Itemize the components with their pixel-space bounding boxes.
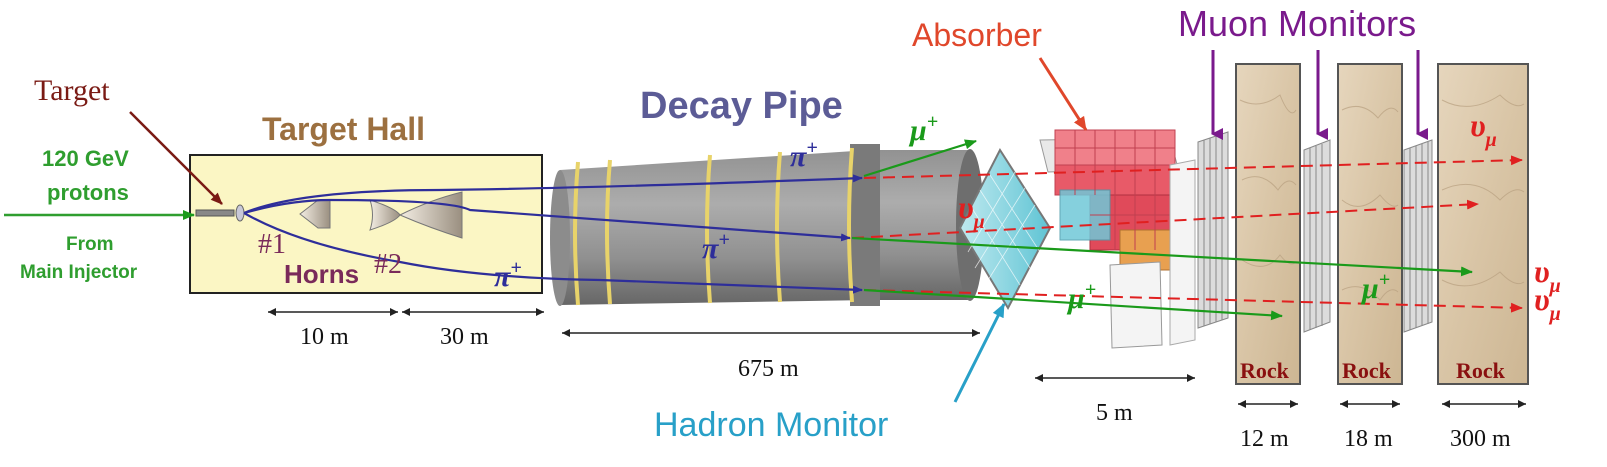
dim-5m-label: 5 m [1096, 400, 1133, 426]
svg-text:π+: π+ [494, 257, 522, 293]
main-injector-label: Main Injector [20, 262, 138, 283]
muon-label-1: μ+ [908, 111, 938, 147]
target-hall-label: Target Hall [262, 111, 425, 147]
absorber-block [1039, 129, 1196, 349]
neutrino-label-2: υμ [1470, 107, 1497, 151]
target-rod [195, 204, 245, 222]
rock-label-1: Rock [1240, 358, 1290, 383]
pion-path-3 [243, 212, 863, 294]
svg-text:π+: π+ [790, 137, 818, 173]
rock-label-3: Rock [1456, 358, 1506, 383]
svg-text:υμ: υμ [1534, 253, 1561, 297]
rock-texture [1239, 94, 1525, 301]
absorber-label: Absorber [912, 17, 1042, 53]
muon-monitor-3 [1403, 139, 1433, 333]
muon-monitor-1 [1197, 131, 1229, 329]
hadron-monitor-label: Hadron Monitor [654, 406, 888, 444]
target-label: Target [34, 74, 110, 107]
svg-text:υμ: υμ [1534, 281, 1561, 325]
hadron-monitor-pointer-arrow [953, 303, 1006, 403]
target-hall-box [189, 154, 543, 294]
proton-energy-label: 120 GeV [42, 146, 129, 171]
muon-paths [851, 139, 1473, 321]
svg-text:π+: π+ [702, 229, 730, 265]
absorber-pointer-arrow [1038, 57, 1088, 131]
dim-18m-label: 18 m [1344, 426, 1393, 452]
rock-block-1 [1235, 63, 1301, 385]
rock-block-2 [1337, 63, 1403, 385]
neutrino-label-3: υμ [1534, 253, 1561, 297]
muon-label-2: μ+ [1066, 279, 1096, 315]
svg-text:μ+: μ+ [1066, 279, 1096, 315]
dim-10m-label: 10 m [300, 324, 349, 350]
from-label: From [66, 234, 114, 255]
pion-path-2 [243, 198, 851, 242]
svg-text:υμ: υμ [958, 189, 985, 233]
rock-label-2: Rock [1342, 358, 1392, 383]
svg-text:μ+: μ+ [1360, 269, 1390, 305]
pion-label-1: π+ [790, 137, 818, 173]
neutrino-label-4: υμ [1534, 281, 1561, 325]
decay-pipe [550, 144, 984, 306]
neutrino-paths [851, 155, 1523, 313]
muon-monitor-2 [1303, 139, 1331, 333]
proton-word-label: protons [47, 180, 129, 205]
decay-pipe-label: Decay Pipe [640, 85, 843, 127]
dim-300m-label: 300 m [1450, 426, 1511, 452]
dim-12m-label: 12 m [1240, 426, 1289, 452]
neutrino-label-1: υμ [958, 189, 985, 233]
horns-label: Horns [284, 259, 359, 289]
horn-2-label: #2 [374, 249, 402, 280]
dim-675m-label: 675 m [738, 356, 799, 382]
horn-1-shape [299, 199, 331, 229]
pion-label-3: π+ [494, 257, 522, 293]
rock-block-3 [1437, 63, 1529, 385]
target-pointer-arrow [129, 111, 223, 205]
svg-text:μ+: μ+ [908, 111, 938, 147]
muon-monitors-label: Muon Monitors [1178, 3, 1416, 44]
pion-path-1 [243, 174, 863, 215]
pion-trajectories [243, 174, 863, 294]
svg-text:υμ: υμ [1470, 107, 1497, 151]
dim-30m-label: 30 m [440, 324, 489, 350]
horn-1-label: #1 [258, 229, 286, 260]
muon-label-3: μ+ [1360, 269, 1390, 305]
pion-label-2: π+ [702, 229, 730, 265]
